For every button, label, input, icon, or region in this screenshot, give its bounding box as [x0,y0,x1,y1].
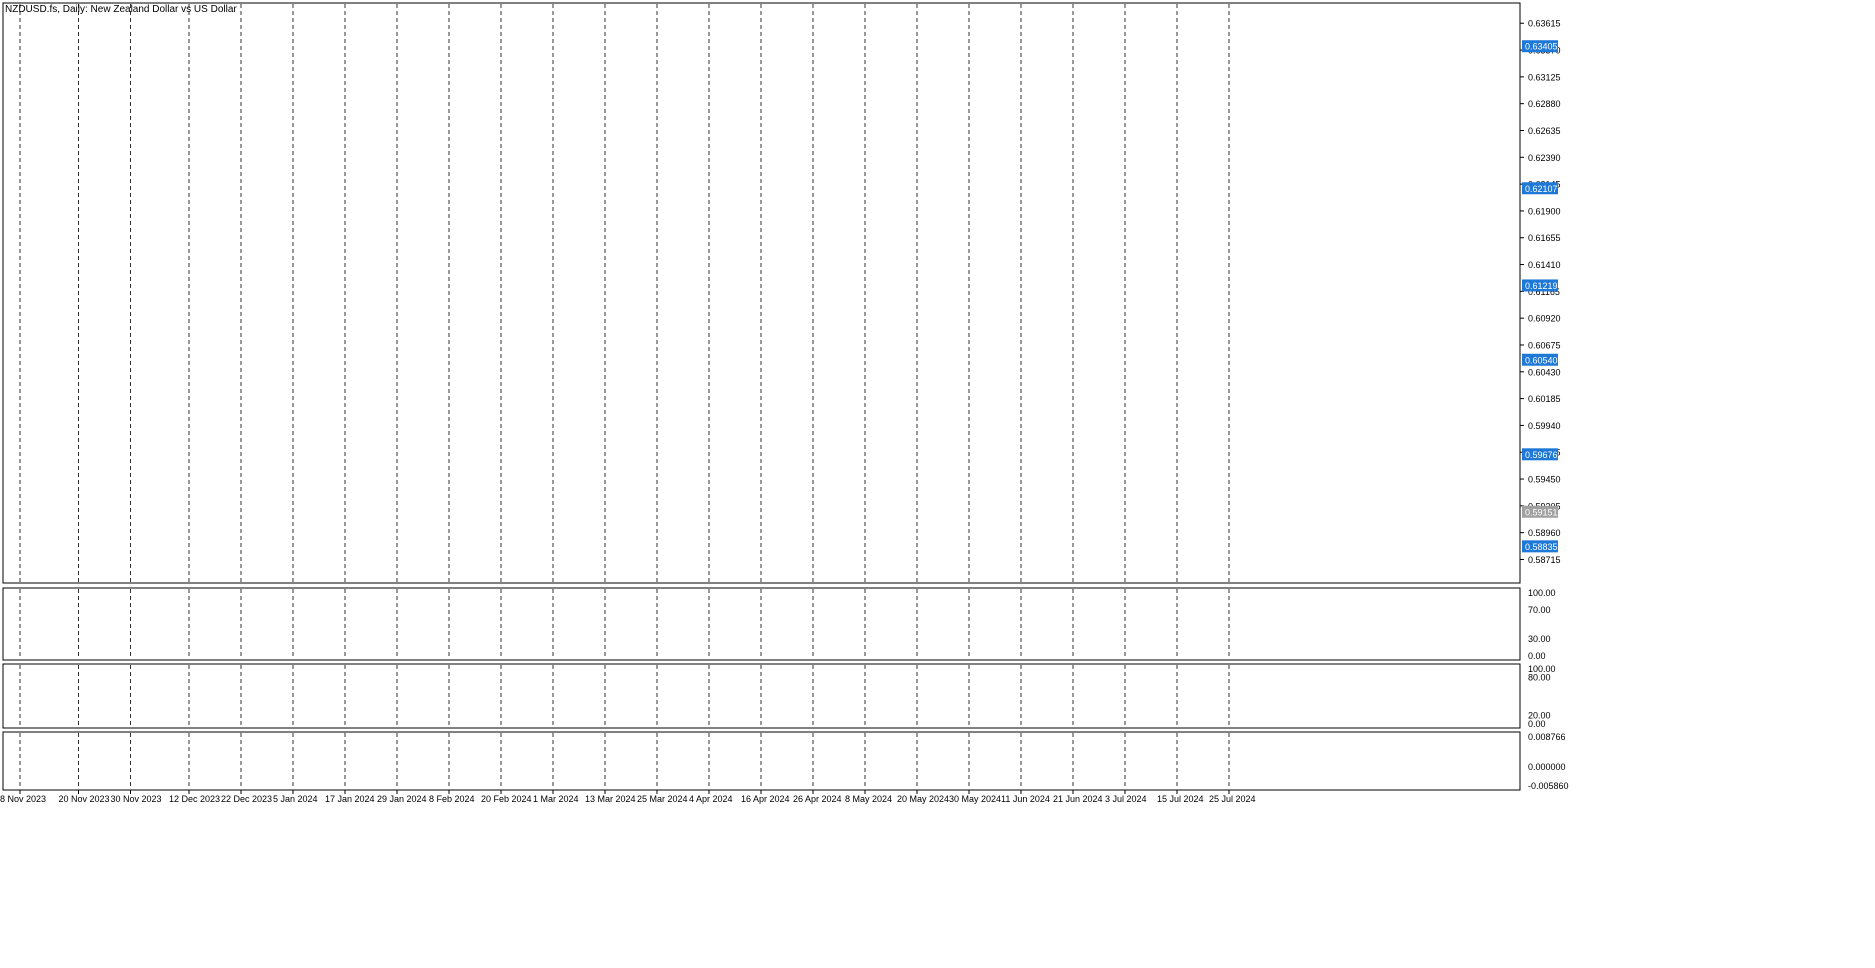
price-axis-label: 0.62635 [1528,126,1561,136]
price-axis-label: 0.63615 [1528,19,1561,29]
time-axis-label: 13 Mar 2024 [585,794,636,804]
rsi-axis-label: 100.00 [1528,588,1556,598]
macd-axis-label: -0.005860 [1528,781,1569,791]
current-price-label: 0.59151 [1525,507,1558,517]
time-axis-label: 26 Apr 2024 [793,794,842,804]
pane-frame-macd [2,731,1521,791]
time-axis-label: 30 Nov 2023 [111,794,162,804]
time-axis-label: 11 Jun 2024 [1001,794,1050,804]
level-price-tag [1522,182,1558,195]
level-price-label: 0.63405 [1525,42,1558,52]
price-axis-label: 0.62880 [1528,99,1561,109]
stoch-axis-label: 0.00 [1528,719,1546,729]
time-axis-label: 12 Dec 2023 [169,794,220,804]
time-axis-label: 20 Feb 2024 [481,794,532,804]
price-axis-label: 0.61165 [1528,287,1560,297]
price-axis-label: 0.60675 [1528,340,1561,350]
time-axis-label: 25 Jul 2024 [1209,794,1256,804]
time-axis-label: 8 Feb 2024 [429,794,475,804]
pane-frame-main [2,2,1521,584]
level-price-label: 0.62107 [1525,184,1558,194]
time-axis-label: 29 Jan 2024 [377,794,427,804]
time-axis-label: 15 Jul 2024 [1157,794,1204,804]
time-axis-label: 1 Mar 2024 [533,794,579,804]
axes: 0.636150.633700.631250.628800.626350.623… [0,2,1569,804]
price-axis-label: 0.58715 [1528,555,1561,565]
time-axis-label: 8 Nov 2023 [0,794,46,804]
price-axis-label: 0.59940 [1528,421,1561,431]
current-price-tag [1522,505,1558,518]
price-axis-label: 0.63125 [1528,72,1561,82]
level-price-label: 0.61219 [1525,281,1558,291]
time-axis-label: 20 Nov 2023 [59,794,110,804]
rsi-axis-label: 0.00 [1528,651,1546,661]
time-axis-label: 20 May 2024 [897,794,949,804]
rsi-axis-label: 70.00 [1528,605,1551,615]
price-axis-label: 0.60920 [1528,314,1561,324]
price-axis-label: 0.60185 [1528,394,1561,404]
level-price-tag [1522,448,1558,461]
time-axis-label: 4 Apr 2024 [689,794,733,804]
level-price-tag [1522,540,1558,553]
level-price-tag [1522,353,1558,366]
pane-frame-stoch [2,663,1521,729]
price-axis-label: 0.61900 [1528,206,1561,216]
time-axis-label: 21 Jun 2024 [1053,794,1103,804]
price-axis-label: 0.58960 [1528,528,1561,538]
stoch-axis-label: 20.00 [1528,711,1551,721]
time-axis-label: 3 Jul 2024 [1105,794,1147,804]
chart-title: NZDUSD.fs, Daily: New Zealand Dollar vs … [5,4,237,15]
level-price-label: 0.58835 [1525,542,1558,552]
stoch-axis-label: 100.00 [1528,664,1556,674]
time-axis-label: 25 Mar 2024 [637,794,688,804]
level-price-tag [1522,279,1558,292]
time-axis-label: 5 Jan 2024 [273,794,318,804]
level-price-tag [1522,40,1558,53]
time-axis-label: 8 May 2024 [845,794,892,804]
time-axis-label: 22 Dec 2023 [221,794,272,804]
stoch-axis-label: 80.00 [1528,672,1551,682]
time-axis-label: 30 May 2024 [949,794,1001,804]
macd-axis-label: 0.008766 [1528,732,1566,742]
pane-frame-rsi [2,587,1521,661]
time-axis-label: 17 Jan 2024 [325,794,375,804]
price-axis-label: 0.59450 [1528,475,1561,485]
price-axis-label: 0.62390 [1528,153,1561,163]
time-axis-label: 16 Apr 2024 [741,794,790,804]
rsi-axis-label: 30.00 [1528,634,1551,644]
price-axis-label: 0.61655 [1528,233,1561,243]
price-axis-label: 0.61410 [1528,260,1561,270]
macd-axis-label: 0.000000 [1528,762,1566,772]
level-price-label: 0.59676 [1525,450,1558,460]
price-axis-label: 0.60430 [1528,367,1561,377]
level-price-label: 0.60540 [1525,355,1558,365]
